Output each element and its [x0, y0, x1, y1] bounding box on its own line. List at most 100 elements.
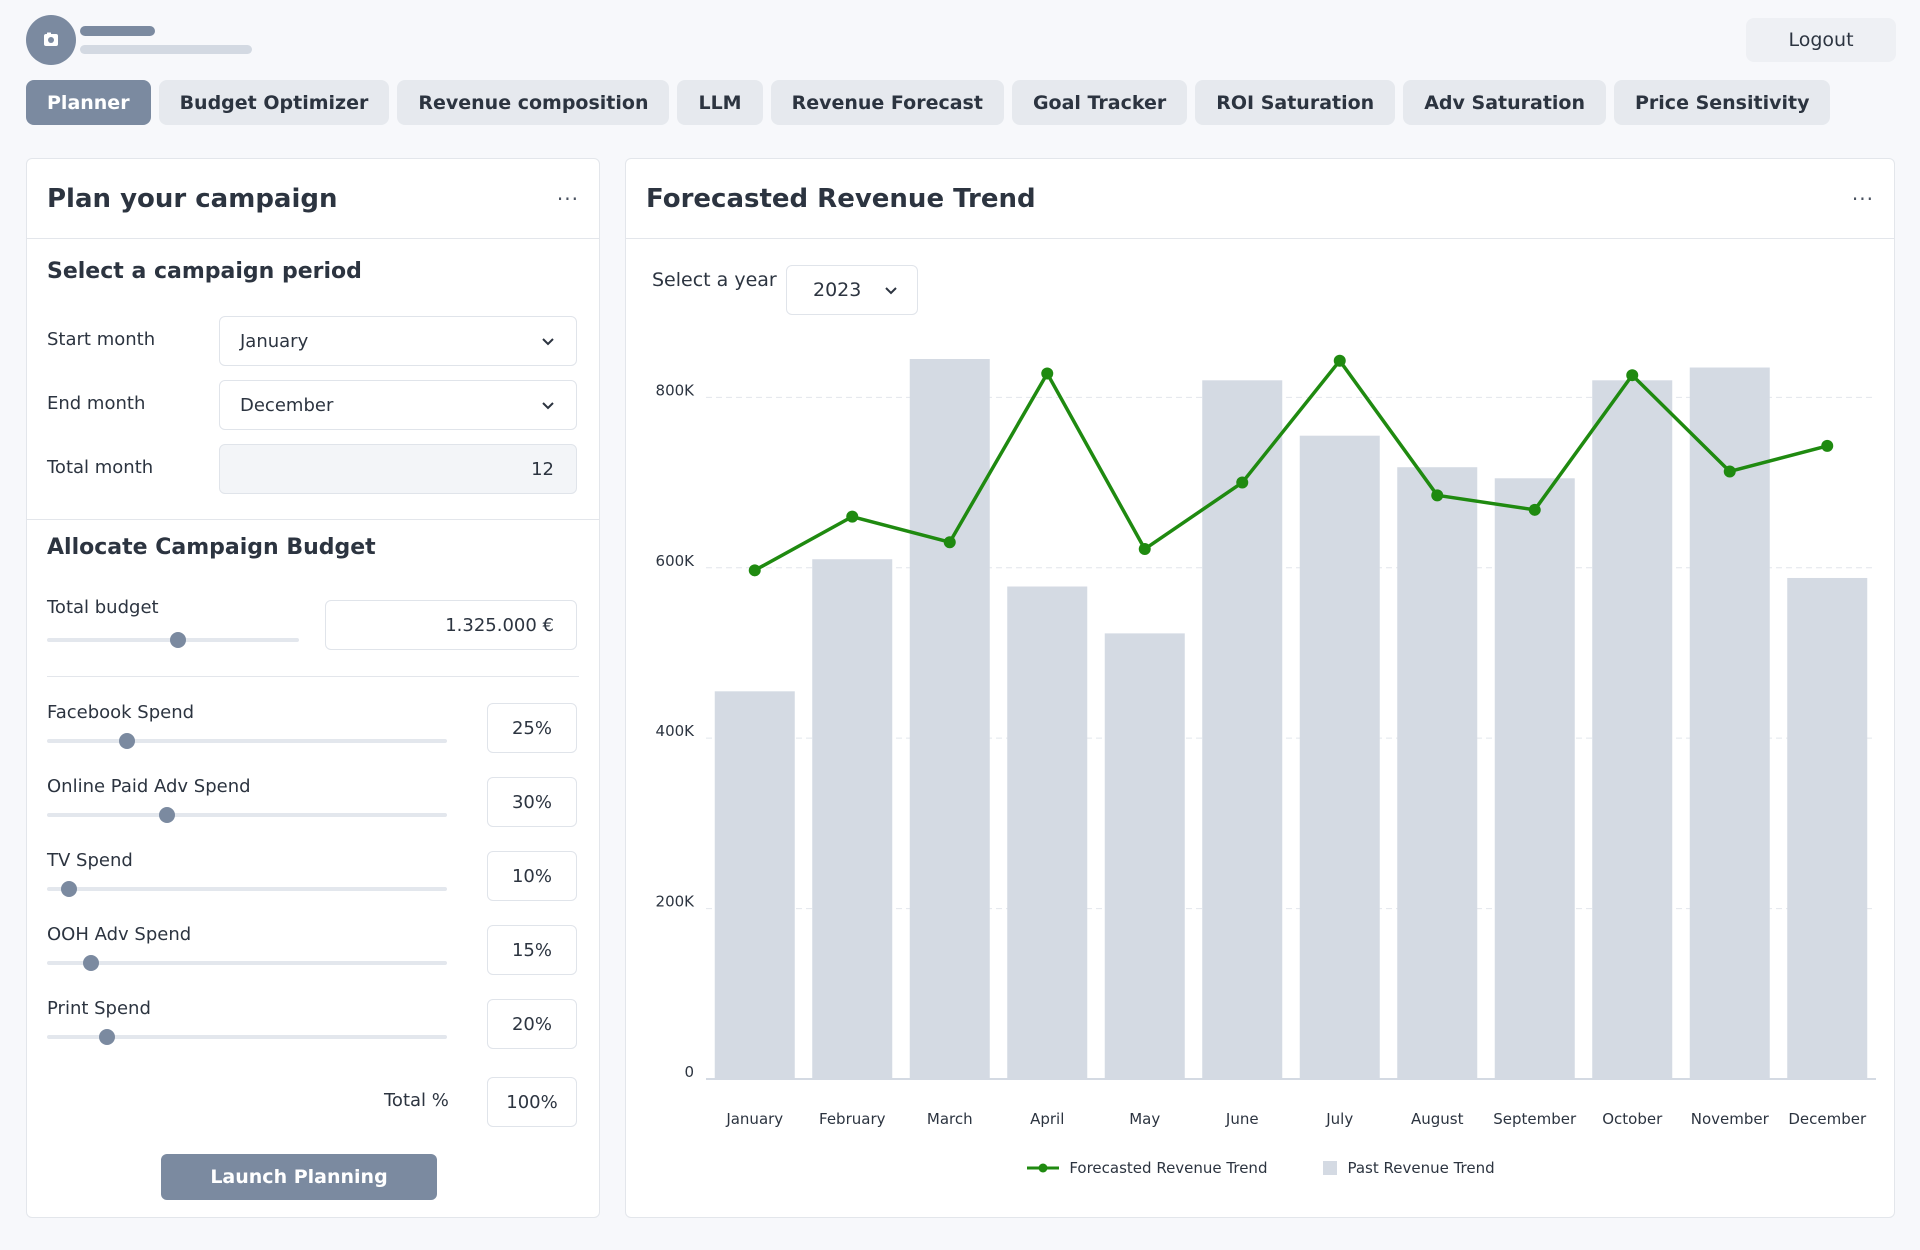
forecast-point-january[interactable]: [748, 564, 761, 577]
slider-thumb[interactable]: [159, 807, 175, 823]
x-tick-label: November: [1691, 1110, 1770, 1128]
channel-slider[interactable]: [47, 881, 447, 897]
end-month-label: End month: [47, 393, 146, 414]
section-divider: [27, 519, 599, 520]
x-tick-label: February: [819, 1110, 886, 1128]
channel-label: TV Spend: [47, 850, 133, 871]
bar-february[interactable]: [812, 559, 893, 1079]
channel-percent-input[interactable]: 10%: [487, 851, 577, 901]
forecast-point-october[interactable]: [1626, 369, 1639, 382]
forecast-point-november[interactable]: [1723, 465, 1736, 478]
slider-thumb[interactable]: [119, 733, 135, 749]
forecast-line: [753, 358, 1828, 572]
forecast-card: Forecasted Revenue Trend ··· Select a ye…: [625, 158, 1895, 1218]
y-tick-label: 0: [684, 1063, 694, 1081]
tab-goal-tracker[interactable]: Goal Tracker: [1011, 80, 1188, 125]
bar-october[interactable]: [1592, 380, 1673, 1080]
channel-slider[interactable]: [47, 807, 447, 823]
bar-january[interactable]: [714, 691, 795, 1079]
channel-percent-input[interactable]: 15%: [487, 925, 577, 975]
chevron-down-icon: [885, 287, 897, 295]
year-value: 2023: [813, 279, 862, 301]
avatar[interactable]: [26, 15, 76, 65]
more-options-icon[interactable]: ···: [556, 186, 579, 211]
channel-slider[interactable]: [47, 733, 447, 749]
forecast-point-march[interactable]: [943, 536, 956, 549]
logout-button[interactable]: Logout: [1746, 18, 1896, 62]
x-tick-label: September: [1493, 1110, 1577, 1128]
forecast-point-april[interactable]: [1041, 367, 1054, 380]
tab-price-sensitivity[interactable]: Price Sensitivity: [1614, 80, 1831, 125]
total-percent-label: Total %: [384, 1090, 449, 1111]
budget-section-title: Allocate Campaign Budget: [47, 535, 376, 560]
tab-planner[interactable]: Planner: [26, 80, 151, 125]
bar-november[interactable]: [1689, 367, 1770, 1079]
top-bar: Logout: [0, 0, 1920, 80]
x-tick-label: January: [725, 1110, 783, 1128]
forecast-point-may[interactable]: [1138, 543, 1151, 556]
budget-divider: [47, 676, 579, 677]
planner-card-header: Plan your campaign ···: [27, 159, 599, 239]
bar-april[interactable]: [1007, 586, 1088, 1079]
x-tick-label: June: [1225, 1110, 1259, 1128]
forecast-point-december[interactable]: [1821, 439, 1834, 452]
revenue-chart: 0 200K 400K 600K 800K January February March Apr…: [656, 354, 1876, 1128]
legend-label: Past Revenue Trend: [1347, 1159, 1495, 1177]
x-tick-label: July: [1325, 1110, 1353, 1128]
channel-slider[interactable]: [47, 955, 447, 971]
x-tick-label: April: [1030, 1110, 1064, 1128]
channel-label: Print Spend: [47, 998, 151, 1019]
bar-december[interactable]: [1787, 577, 1868, 1079]
start-month-select[interactable]: January: [219, 316, 577, 366]
forecast-point-february[interactable]: [846, 510, 859, 523]
channel-percent-input[interactable]: 30%: [487, 777, 577, 827]
legend-item-past[interactable]: Past Revenue Trend: [1323, 1159, 1495, 1177]
y-tick-label: 800K: [656, 381, 696, 399]
forecast-point-july[interactable]: [1333, 354, 1346, 367]
bar-may[interactable]: [1104, 633, 1185, 1079]
tab-roi-saturation[interactable]: ROI Saturation: [1195, 80, 1396, 125]
slider-thumb[interactable]: [170, 632, 187, 648]
forecast-point-june[interactable]: [1236, 476, 1249, 489]
channel-percent-input[interactable]: 20%: [487, 999, 577, 1049]
forecast-card-header: Forecasted Revenue Trend ···: [626, 159, 1894, 239]
chevron-down-icon: [542, 338, 554, 346]
launch-planning-button[interactable]: Launch Planning: [161, 1154, 437, 1200]
x-tick-label: March: [927, 1110, 973, 1128]
slider-thumb[interactable]: [99, 1029, 115, 1045]
tab-adv-saturation[interactable]: Adv Saturation: [1403, 80, 1606, 125]
total-budget-slider[interactable]: [47, 632, 299, 648]
channel-label: Facebook Spend: [47, 702, 195, 723]
total-percent-field: 100%: [487, 1077, 577, 1127]
total-month-field: 12: [219, 444, 577, 494]
tab-revenue-forecast[interactable]: Revenue Forecast: [770, 80, 1004, 125]
bar-july[interactable]: [1299, 435, 1380, 1079]
period-section-title: Select a campaign period: [47, 259, 362, 284]
channel-label: OOH Adv Spend: [47, 924, 192, 945]
more-options-icon[interactable]: ···: [1851, 186, 1874, 211]
tab-budget-optimizer[interactable]: Budget Optimizer: [158, 80, 390, 125]
slider-thumb[interactable]: [83, 955, 99, 971]
total-month-label: Total month: [47, 457, 154, 478]
y-tick-label: 600K: [656, 552, 696, 570]
bar-august[interactable]: [1397, 467, 1478, 1079]
total-budget-input[interactable]: 1.325.000 €: [325, 600, 577, 650]
slider-thumb[interactable]: [61, 881, 77, 897]
legend-item-forecast[interactable]: Forecasted Revenue Trend: [1027, 1159, 1267, 1177]
bar-september[interactable]: [1494, 478, 1575, 1080]
image-icon: [44, 32, 58, 46]
tab-revenue-composition[interactable]: Revenue composition: [397, 80, 670, 125]
forecast-point-september[interactable]: [1528, 503, 1541, 516]
forecast-point-august[interactable]: [1431, 489, 1444, 502]
end-month-select[interactable]: December: [219, 380, 577, 430]
tab-llm[interactable]: LLM: [677, 80, 763, 125]
year-select[interactable]: 2023: [786, 265, 918, 315]
chevron-down-icon: [542, 402, 554, 410]
channel-slider[interactable]: [47, 1029, 447, 1045]
bar-june[interactable]: [1202, 380, 1283, 1080]
planner-card: Plan your campaign ··· Select a campaign…: [26, 158, 600, 1218]
chart-legend: Forecasted Revenue Trend Past Revenue Tr…: [626, 1159, 1896, 1177]
channel-percent-input[interactable]: 25%: [487, 703, 577, 753]
bar-march[interactable]: [909, 359, 990, 1079]
main-tabs: Planner Budget Optimizer Revenue composi…: [26, 80, 1831, 125]
